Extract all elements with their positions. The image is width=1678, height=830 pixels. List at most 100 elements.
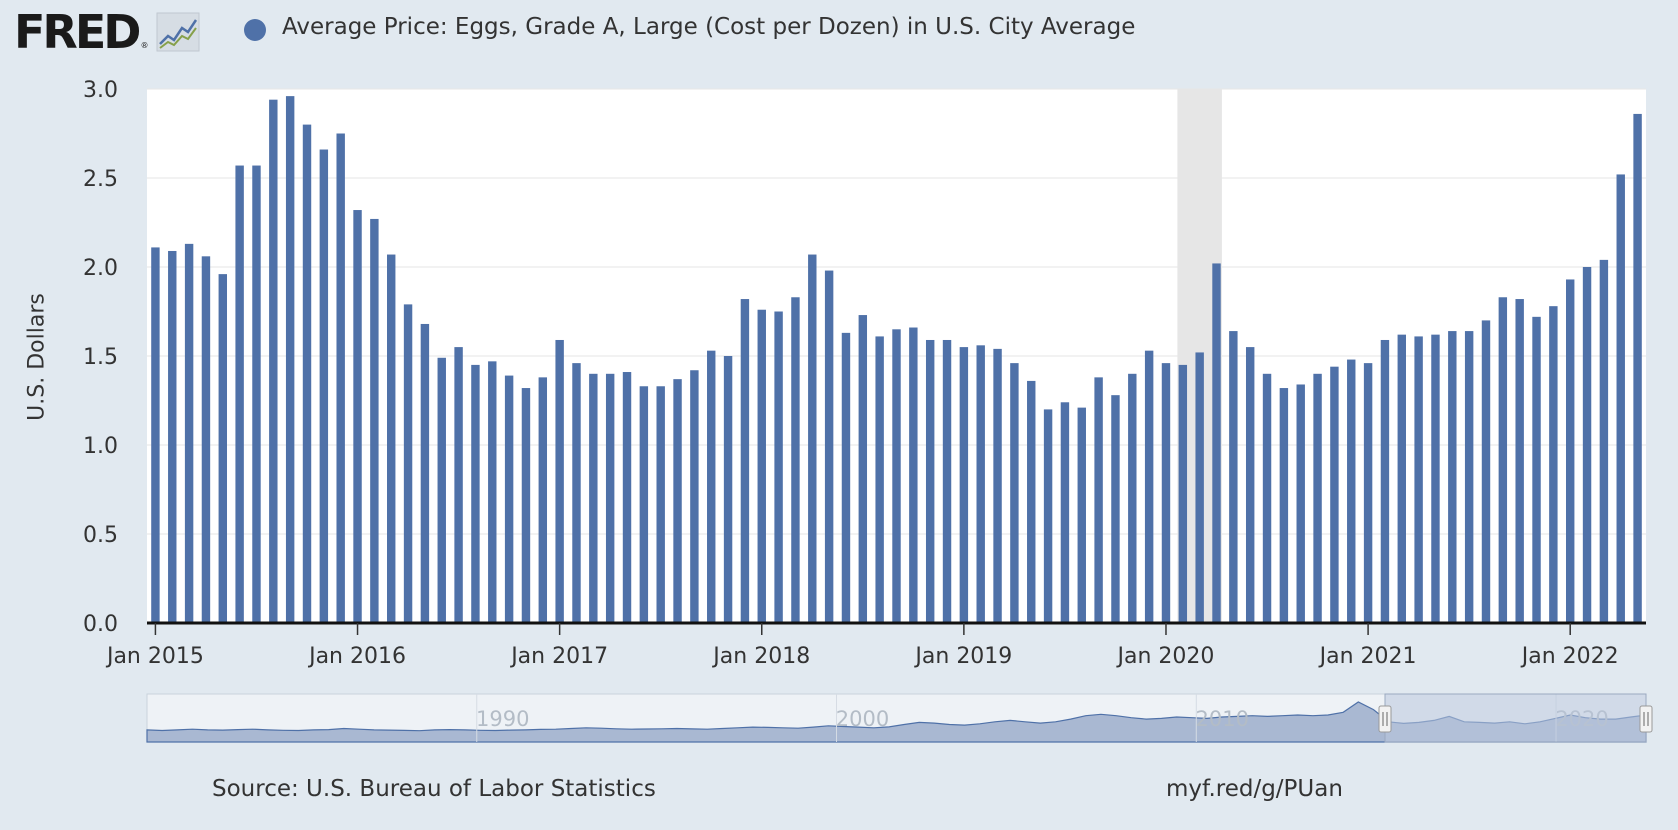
series-title: Average Price: Eggs, Grade A, Large (Cos… — [282, 14, 1136, 40]
bar — [1245, 347, 1255, 623]
bar — [841, 332, 851, 623]
bar — [387, 254, 396, 624]
source-text: Source: U.S. Bureau of Labor Statistics — [212, 776, 656, 802]
bar — [370, 218, 379, 623]
navigator-year-label: 2000 — [836, 707, 889, 731]
y-tick-label: 1.0 — [83, 434, 118, 459]
short-link[interactable]: myf.red/g/PUan — [1166, 776, 1343, 802]
bar — [942, 339, 952, 623]
bar — [791, 297, 800, 623]
bar — [1582, 267, 1592, 623]
bar — [740, 299, 750, 623]
y-tick-label: 2.0 — [83, 256, 118, 281]
bar — [909, 327, 918, 623]
navigator-selection[interactable] — [1384, 693, 1647, 743]
bar — [353, 210, 362, 624]
bar — [572, 363, 581, 623]
bar — [1532, 316, 1541, 623]
bar — [1448, 331, 1457, 623]
y-tick-label: 0.0 — [83, 612, 118, 637]
navigator[interactable]: 1990200020102020 — [0, 690, 1678, 750]
bar — [168, 250, 177, 624]
bar — [1279, 388, 1289, 623]
bar — [218, 274, 228, 623]
bar — [420, 323, 430, 623]
bar — [875, 336, 884, 623]
bar — [1616, 174, 1625, 623]
bar — [1229, 331, 1238, 623]
bar — [285, 96, 295, 624]
bar — [622, 372, 632, 623]
bar — [1296, 384, 1305, 623]
y-tick-label: 1.5 — [83, 345, 118, 370]
fred-header: FRED ® — [14, 8, 200, 56]
bar — [976, 345, 985, 623]
bar — [1380, 339, 1390, 623]
bar — [1161, 363, 1171, 623]
y-tick-label: 0.5 — [83, 523, 118, 548]
y-tick-label: 2.5 — [83, 167, 118, 192]
navigator-year-label: 1990 — [476, 707, 529, 731]
x-tick-label: Jan 2018 — [711, 644, 810, 669]
bar — [403, 304, 413, 623]
bar — [1144, 350, 1154, 623]
x-tick-label: Jan 2022 — [1520, 644, 1619, 669]
bar — [959, 347, 969, 623]
bar — [1027, 380, 1036, 623]
bar — [1549, 306, 1558, 623]
bar — [993, 348, 1002, 623]
bar — [1313, 373, 1322, 623]
fred-registered-mark: ® — [140, 41, 149, 50]
bar — [1481, 320, 1491, 623]
bar — [302, 124, 312, 623]
bar — [1347, 359, 1356, 623]
bar — [1397, 334, 1406, 623]
bar — [1414, 336, 1423, 623]
navigator-year-label: 2010 — [1196, 707, 1249, 731]
bar — [824, 270, 834, 623]
bar — [1431, 334, 1440, 623]
bar — [269, 99, 278, 624]
x-tick-label: Jan 2021 — [1318, 644, 1417, 669]
bar — [1010, 363, 1019, 623]
bar — [1464, 331, 1474, 623]
bar — [319, 149, 329, 623]
bar — [774, 311, 783, 623]
navigator-right-handle[interactable] — [1639, 705, 1653, 733]
bar — [639, 386, 649, 623]
bar — [1633, 113, 1642, 624]
bar — [605, 373, 615, 623]
bar — [673, 379, 682, 623]
bar — [1111, 395, 1120, 623]
bar — [808, 254, 817, 624]
bar — [201, 256, 211, 623]
bar — [488, 361, 497, 623]
bar — [757, 309, 766, 623]
bar — [1330, 366, 1339, 623]
navigator-left-handle[interactable] — [1378, 705, 1392, 733]
x-tick-label: Jan 2017 — [509, 644, 608, 669]
bar — [690, 370, 699, 623]
bar — [1077, 407, 1086, 623]
x-tick-label: Jan 2015 — [105, 644, 204, 669]
fred-logo[interactable]: FRED — [14, 5, 141, 59]
bar — [1363, 363, 1373, 623]
legend-marker — [244, 19, 266, 41]
bar — [1212, 263, 1221, 623]
bar — [151, 247, 160, 624]
bar — [521, 388, 531, 623]
bar — [538, 377, 548, 623]
x-tick-label: Jan 2020 — [1116, 644, 1215, 669]
fred-chart-icon — [156, 12, 200, 52]
main-chart: 0.0 0.5 1.0 1.5 2.0 2.5 3.0 Jan 2015 Jan 2016 Jan… — [83, 78, 1646, 669]
bar — [1515, 299, 1524, 623]
bar — [723, 356, 733, 623]
bar — [589, 373, 598, 623]
bar — [184, 243, 194, 624]
bar — [1565, 279, 1575, 623]
bar — [1178, 364, 1188, 623]
bar — [925, 339, 935, 623]
bar — [1262, 373, 1272, 623]
bar — [1195, 352, 1204, 623]
